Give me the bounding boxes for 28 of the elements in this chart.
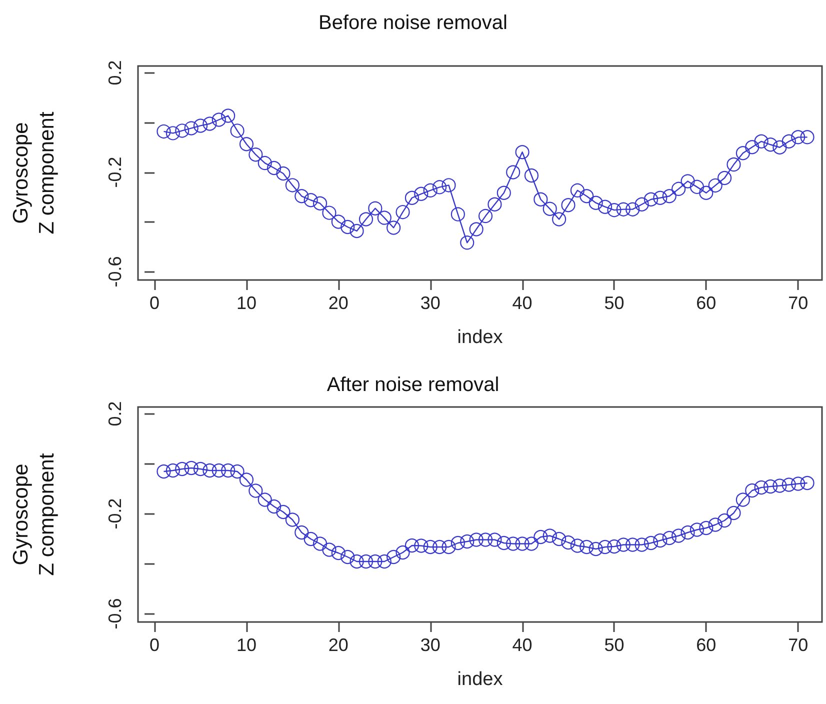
- y-tick-label: -0.2: [105, 498, 125, 530]
- y-tick-label: -0.2: [105, 156, 125, 188]
- x-tick-label: 70: [788, 293, 808, 313]
- y-tick-label: 0.2: [105, 401, 125, 426]
- x-tick-label: 50: [604, 635, 624, 655]
- x-tick-label: 30: [420, 635, 440, 655]
- chart-title: After noise removal: [326, 374, 500, 396]
- x-tick-label: 10: [236, 293, 256, 313]
- y-tick-label: -0.6: [105, 256, 125, 288]
- x-tick-label: 20: [328, 635, 348, 655]
- x-tick-label: 50: [604, 293, 624, 313]
- chart-title: Before noise removal: [318, 12, 508, 34]
- x-tick-label: 0: [150, 635, 160, 655]
- x-axis-title: index: [457, 669, 504, 690]
- x-tick-label: 20: [328, 293, 348, 313]
- x-tick-label: 30: [420, 293, 440, 313]
- y-axis-title: Gyroscope Z component: [10, 453, 58, 576]
- x-axis-title: index: [457, 327, 504, 348]
- x-tick-label: 70: [788, 635, 808, 655]
- y-axis-title: Gyroscope Z component: [10, 112, 58, 234]
- x-tick-label: 40: [512, 293, 532, 313]
- y-tick-label: -0.6: [105, 598, 125, 630]
- x-tick-label: 60: [696, 293, 716, 313]
- x-tick-label: 40: [512, 635, 532, 655]
- x-tick-label: 10: [236, 635, 256, 655]
- x-tick-label: 0: [150, 293, 160, 313]
- x-tick-label: 60: [696, 635, 716, 655]
- y-tick-label: 0.2: [105, 60, 125, 86]
